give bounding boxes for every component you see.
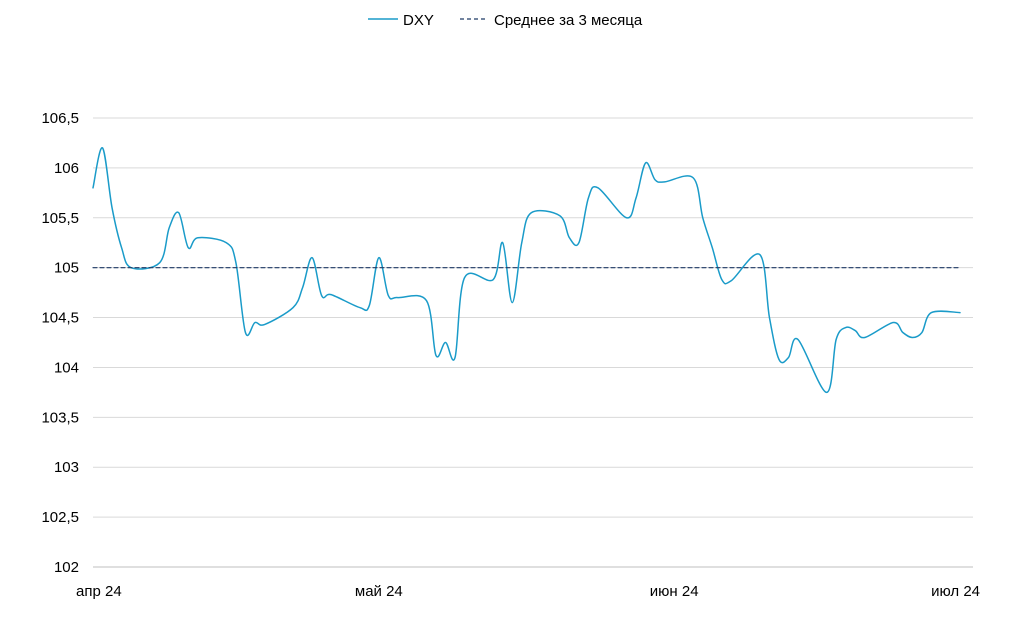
x-tick-label: май 24 (355, 583, 403, 600)
y-tick-label: 103,5 (41, 409, 79, 426)
series-lines (92, 147, 961, 394)
x-tick-label: июн 24 (650, 583, 699, 600)
y-tick-label: 105,5 (41, 210, 79, 227)
y-tick-label: 106,5 (41, 110, 79, 127)
y-tick-label: 106 (54, 160, 79, 177)
y-tick-label: 103 (54, 459, 79, 476)
x-tick-label: июл 24 (931, 583, 980, 600)
y-tick-label: 105 (54, 260, 79, 277)
y-tick-label: 104 (54, 359, 79, 376)
series-line-dxy (92, 147, 961, 394)
horizontal-gridlines (93, 117, 973, 568)
y-tick-label: 102 (54, 559, 79, 576)
y-tick-label: 102,5 (41, 509, 79, 526)
legend-label-3-month-average: Среднее за 3 месяца (494, 12, 643, 29)
legend-label-dxy: DXY (403, 12, 434, 29)
x-tick-label: апр 24 (76, 583, 122, 600)
y-tick-label: 104,5 (41, 310, 79, 327)
x-axis-tick-labels: апр 24 май 24 июн 24 июл 24 (76, 583, 980, 600)
chart-legend: DXY Среднее за 3 месяца (368, 12, 643, 29)
y-axis-tick-labels: 102 102,5 103 103,5 104 104,5 105 105,5 106 106,5 (41, 110, 79, 576)
